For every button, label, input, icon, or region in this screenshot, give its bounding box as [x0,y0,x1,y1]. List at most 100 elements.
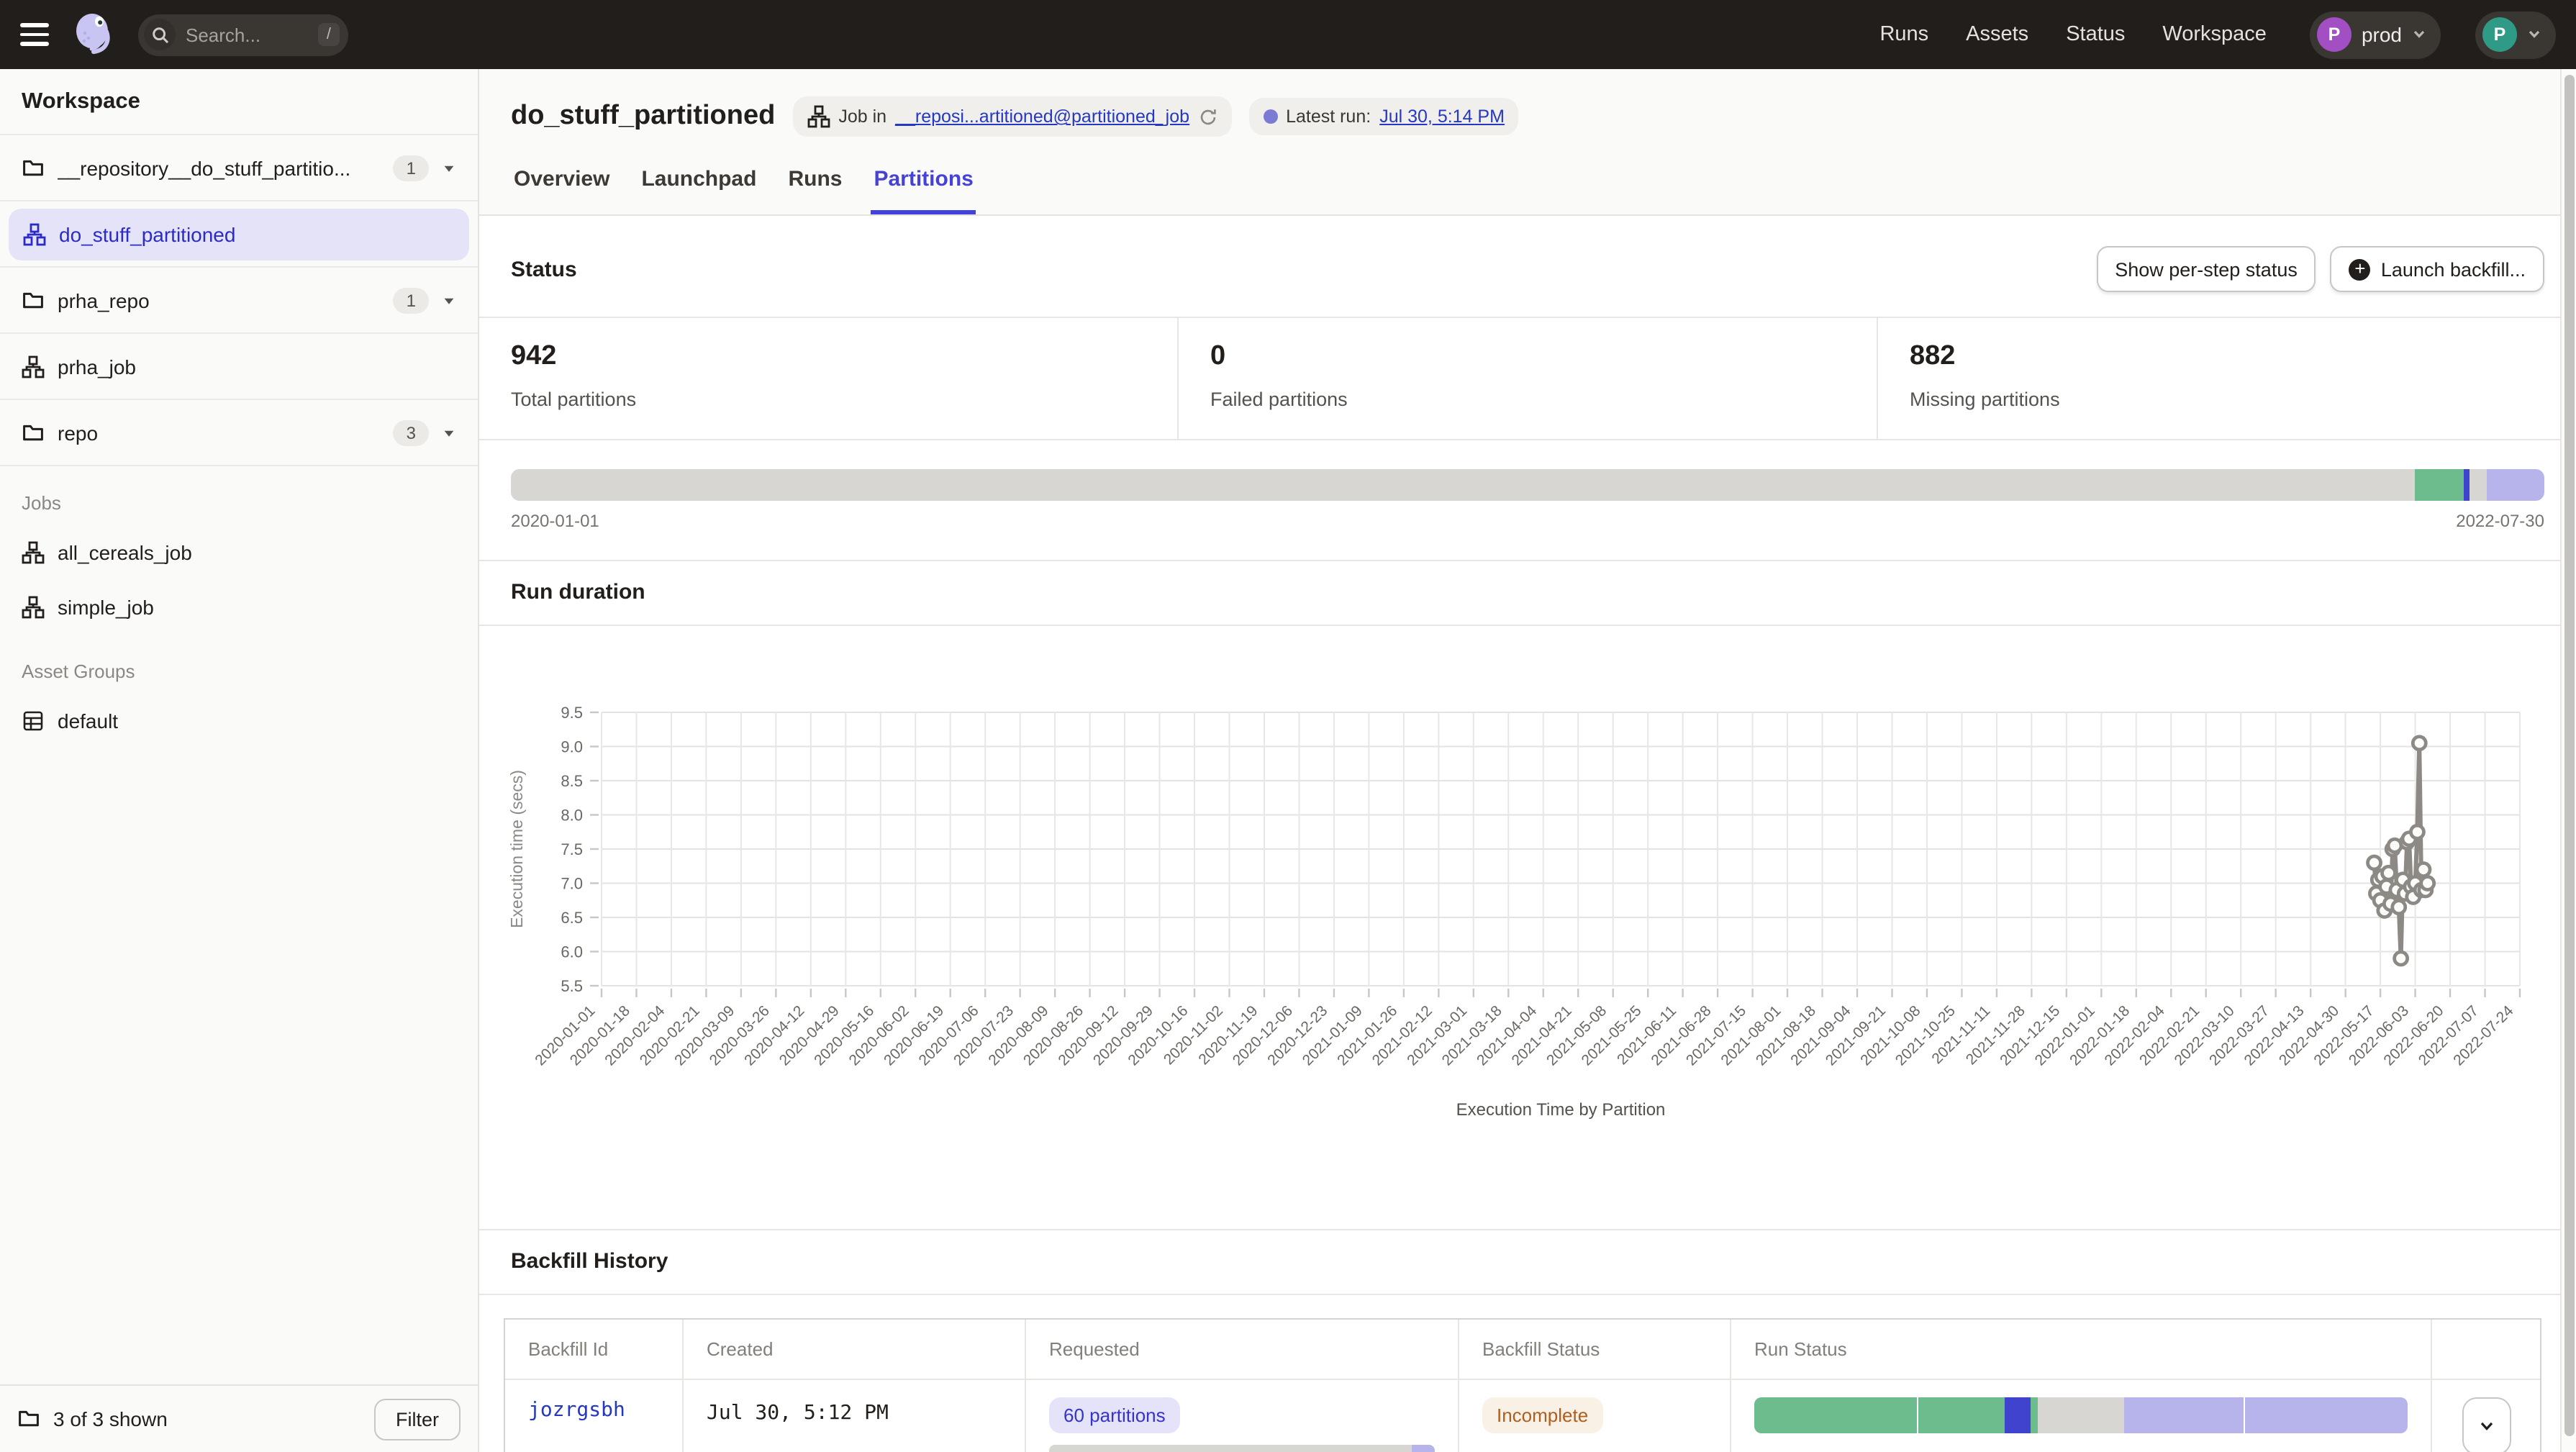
show-per-step-status-button[interactable]: Show per-step status [2096,246,2316,292]
job-origin-link[interactable]: __reposi...artitioned@partitioned_job [895,106,1190,127]
tab-runs[interactable]: Runs [788,167,843,191]
backfill-table-row: jozrgsbh Jul 30, 5:12 PM 60 partitions 2… [505,1380,2540,1452]
chevron-down-icon [2413,30,2425,38]
sidebar-item-simple_job[interactable]: simple_job [0,580,478,635]
top-nav-link-assets[interactable]: Assets [1966,23,2029,46]
data-point-marker[interactable] [2415,861,2432,878]
sidebar-item-label: default [58,709,119,732]
folder-icon [17,1407,40,1430]
search-input[interactable] [186,24,307,45]
sidebar-footer: 3 of 3 shown Filter [0,1384,478,1452]
refresh-icon[interactable] [1198,107,1217,126]
data-point-marker[interactable] [2393,950,2410,967]
top-nav-link-workspace[interactable]: Workspace [2162,23,2267,46]
sidebar-item--repository-do-stuff-partitio-[interactable]: __repository__do_stuff_partitio... 1 [0,135,478,201]
stat-failed-partitions: 0 Failed partitions [1179,318,1878,439]
sidebar-item-label: prha_repo [58,289,150,312]
partition-bar-segment [2464,469,2470,501]
latest-run-prefix: Latest run: [1286,106,1371,127]
dagster-logo-icon[interactable] [69,10,118,59]
top-nav-links: Runs Assets Status Workspace [1879,23,2267,46]
sidebar-item-label: simple_job [58,596,154,619]
svg-text:6.5: 6.5 [561,909,583,927]
backfill-status-cell: Incomplete [1459,1380,1731,1452]
global-search[interactable]: / [138,14,348,55]
run-status-segment [2123,1397,2244,1433]
sidebar-item-label: all_cereals_job [58,541,192,564]
data-point-marker[interactable] [2409,823,2426,840]
sidebar-item-repo[interactable]: repo 3 [0,400,478,466]
deployment-label: prod [2361,23,2402,46]
svg-text:7.5: 7.5 [561,840,583,858]
job-icon [22,355,45,378]
column-header-backfill-id: Backfill Id [505,1320,684,1380]
run-status-segment [2038,1397,2124,1433]
folder-icon [22,289,45,312]
backfill-id-link[interactable]: jozrgsbh [528,1399,625,1422]
sidebar-title: Workspace [0,69,478,135]
repos-shown-count: 3 of 3 shown [53,1407,168,1430]
sidebar-item-prha-repo[interactable]: prha_repo 1 [0,268,478,334]
svg-text:5.5: 5.5 [561,977,583,995]
caret-down-icon[interactable] [442,293,456,307]
folder-icon [22,421,45,444]
data-point-marker[interactable] [2366,854,2382,871]
search-shortcut-key: / [317,23,340,46]
caret-down-icon[interactable] [442,425,456,440]
stat-label: Failed partitions [1210,389,1348,410]
requested-partitions-badge[interactable]: 60 partitions [1049,1397,1180,1433]
user-menu[interactable]: P [2475,11,2556,58]
data-point-marker[interactable] [2411,735,2428,752]
data-point-marker[interactable] [2419,875,2436,891]
deployment-switcher[interactable]: P prod [2309,11,2441,58]
scrollbar-thumb[interactable] [2564,75,2575,1436]
sidebar-item-label: prha_job [58,355,136,378]
vertical-scrollbar[interactable] [2560,69,2576,1452]
run-status-bar[interactable] [1754,1397,2408,1433]
tab-partitions[interactable]: Partitions [871,158,976,214]
column-header-backfill-status: Backfill Status [1459,1320,1731,1380]
stat-value: 942 [511,341,557,371]
sidebar-selected-item[interactable]: do_stuff_partitioned [9,208,469,260]
svg-text:8.5: 8.5 [561,772,583,790]
tab-launchpad[interactable]: Launchpad [641,167,757,191]
data-point-marker[interactable] [2380,864,2397,881]
stat-total-partitions: 942 Total partitions [479,318,1179,439]
stat-value: 882 [1910,341,1956,371]
run-status-segment [1917,1397,1918,1433]
launch-backfill-button[interactable]: + Launch backfill... [2330,246,2544,292]
top-nav-link-status[interactable]: Status [2066,23,2126,46]
item-count-badge: 1 [393,155,429,181]
stat-value: 0 [1210,341,1226,371]
run-duration-chart[interactable]: 9.59.08.58.07.57.06.56.05.52020-01-01202… [479,626,2559,1144]
latest-run-link[interactable]: Jul 30, 5:14 PM [1379,106,1505,127]
sidebar-item-prha-job[interactable]: prha_job [0,334,478,400]
expand-row-button[interactable] [2462,1397,2511,1452]
asset-group-icon [22,709,45,732]
search-icon [144,19,176,50]
sidebar-item-default[interactable]: default [0,694,478,748]
status-section-header: Status Show per-step status + Launch bac… [479,216,2576,317]
svg-text:8.0: 8.0 [561,807,583,825]
top-nav-link-runs[interactable]: Runs [1879,23,1929,46]
column-header-created: Created [684,1320,1026,1380]
tab-overview[interactable]: Overview [514,167,610,191]
sidebar-item-all_cereals_job[interactable]: all_cereals_job [0,525,478,580]
run-status-segment [2004,1397,2031,1433]
job-icon [22,596,45,619]
data-point-marker[interactable] [2390,899,2408,916]
plus-circle-icon: + [2349,258,2371,280]
partition-status-bar[interactable] [511,469,2544,501]
sidebar-list: __repository__do_stuff_partitio... 1 do_st… [0,135,478,748]
job-origin-badge: Job in __reposi...artitioned@partitioned… [792,96,1232,137]
sidebar-item-do-stuff-partitioned[interactable]: do_stuff_partitioned [0,201,478,268]
run-status-dot-icon [1263,109,1278,124]
user-avatar: P [2482,17,2517,52]
caret-down-icon[interactable] [442,160,456,175]
requested-partitions-bar [1049,1445,1435,1452]
backfill-history-heading: Backfill History [511,1249,668,1274]
folder-icon [22,156,45,179]
hamburger-menu-icon[interactable] [20,23,49,46]
filter-button[interactable]: Filter [374,1398,461,1440]
